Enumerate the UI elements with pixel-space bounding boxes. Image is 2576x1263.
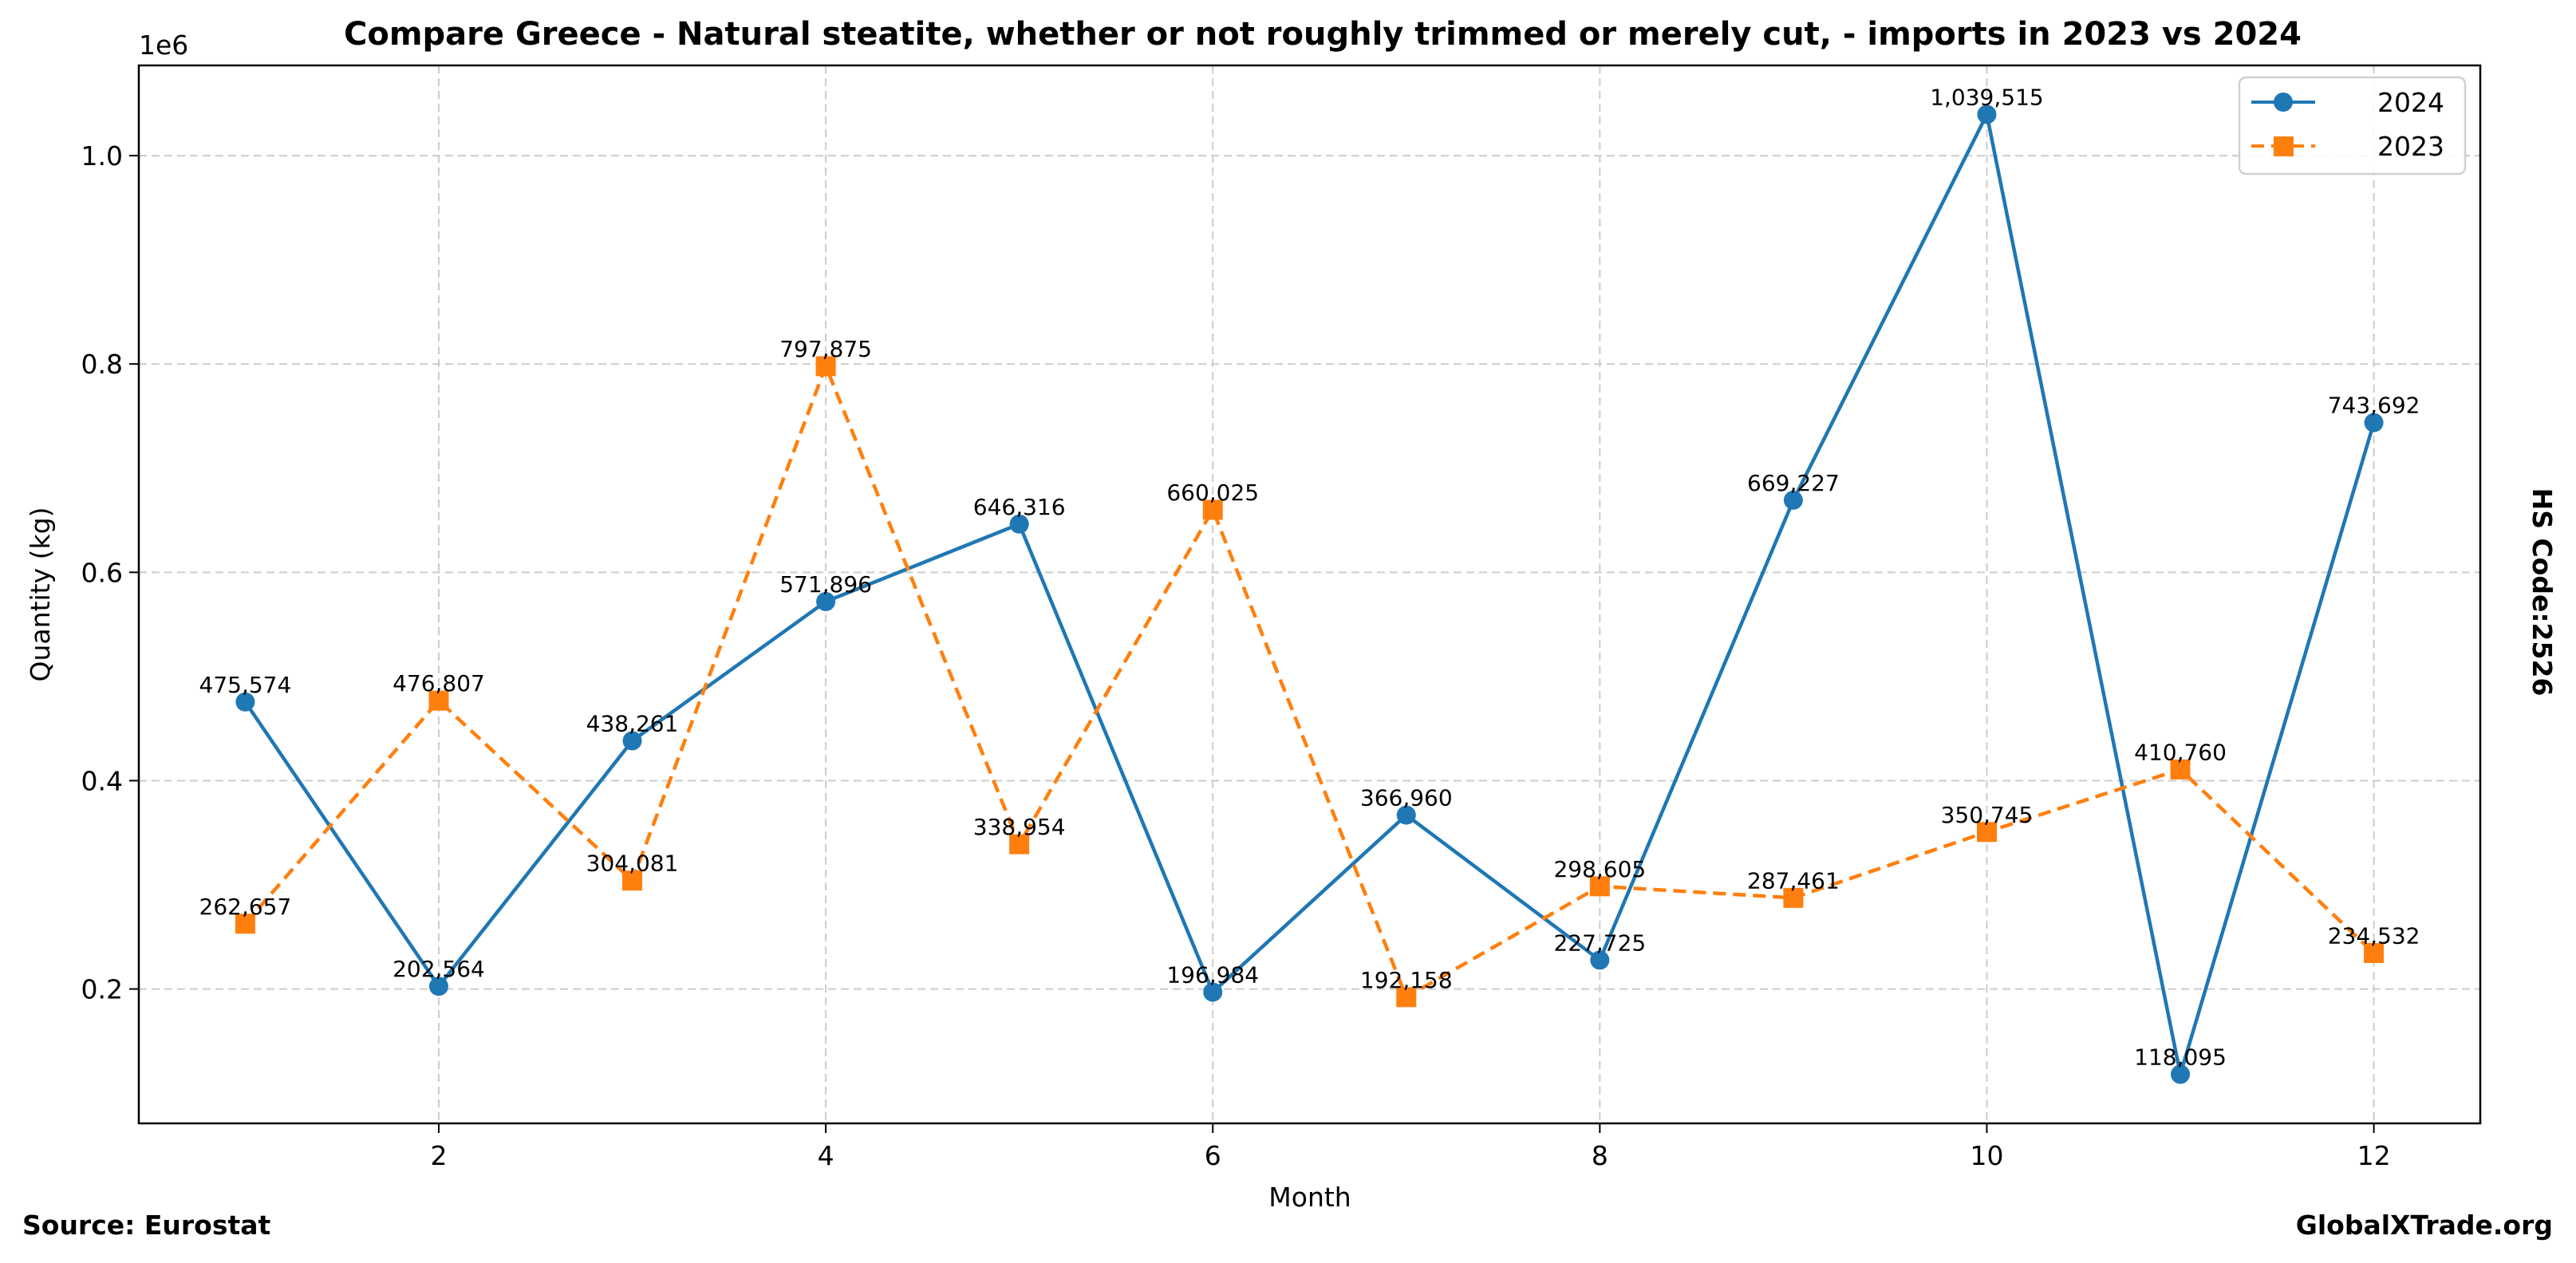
x-tick-label: 4 bbox=[818, 1140, 834, 1171]
y-axis: 0.2 0.4 0.6 0.8 1.0 bbox=[81, 140, 139, 1005]
data-label-2024: 118,095 bbox=[2134, 1044, 2227, 1071]
x-tick-label: 2 bbox=[430, 1140, 447, 1171]
data-label-2024: 196,984 bbox=[1166, 962, 1259, 989]
legend-marker-2024 bbox=[2274, 93, 2293, 112]
data-point-2023 bbox=[428, 690, 449, 711]
data-point-2024 bbox=[1009, 514, 1029, 534]
data-label-2023: 262,657 bbox=[199, 894, 292, 920]
data-point-2024 bbox=[1396, 805, 1416, 825]
data-point-2024 bbox=[1203, 982, 1223, 1002]
legend-marker-2023 bbox=[2274, 136, 2294, 156]
x-axis-label: Month bbox=[1268, 1182, 1351, 1213]
data-point-2023 bbox=[1976, 822, 1997, 843]
x-tick-label: 12 bbox=[2357, 1140, 2391, 1171]
legend-label-2024: 2024 bbox=[2377, 87, 2444, 118]
data-label-2023: 287,461 bbox=[1747, 867, 1840, 894]
chart-title: Compare Greece - Natural steatite, wheth… bbox=[344, 16, 2302, 53]
data-label-2024: 438,261 bbox=[586, 710, 679, 736]
data-point-2023 bbox=[1589, 876, 1610, 897]
data-label-2024: 227,725 bbox=[1553, 929, 1646, 956]
data-label-2024: 646,316 bbox=[973, 494, 1066, 520]
data-point-2024 bbox=[2364, 412, 2384, 432]
source-label: Source: Eurostat bbox=[22, 1210, 271, 1241]
y-tick-label: 0.4 bbox=[81, 765, 123, 796]
data-point-2024 bbox=[1977, 105, 1997, 124]
data-label-2024: 475,574 bbox=[199, 672, 292, 698]
y-axis-label: Quantity (kg) bbox=[25, 507, 56, 682]
data-point-2023 bbox=[1202, 499, 1223, 520]
data-label-2023: 476,807 bbox=[393, 670, 485, 697]
data-point-2023 bbox=[622, 870, 643, 891]
data-label-2024: 202,564 bbox=[393, 956, 485, 982]
data-point-2024 bbox=[1783, 490, 1803, 510]
data-point-2023 bbox=[2364, 942, 2385, 963]
data-label-2023: 660,025 bbox=[1166, 480, 1259, 506]
data-label-2024: 366,960 bbox=[1360, 785, 1453, 811]
plot-frame bbox=[137, 64, 2482, 1125]
data-point-2023 bbox=[1009, 834, 1030, 854]
y-tick-label: 0.8 bbox=[81, 349, 123, 380]
data-label-2023: 304,081 bbox=[586, 851, 679, 877]
data-label-2023: 338,954 bbox=[973, 814, 1066, 840]
data-point-2024 bbox=[2171, 1064, 2191, 1084]
data-label-2024: 669,227 bbox=[1747, 470, 1840, 496]
y-tick-label: 1.0 bbox=[81, 140, 123, 172]
data-label-2023: 234,532 bbox=[2328, 922, 2420, 949]
y-tick-label: 0.2 bbox=[81, 974, 123, 1005]
hs-code-label: HS Code:2526 bbox=[2527, 488, 2558, 697]
x-tick-label: 8 bbox=[1592, 1140, 1608, 1171]
data-point-2024 bbox=[816, 592, 836, 612]
data-point-2023 bbox=[815, 356, 836, 377]
data-point-2023 bbox=[235, 914, 255, 934]
data-label-2023: 410,760 bbox=[2134, 739, 2227, 765]
data-point-2024 bbox=[235, 692, 255, 712]
legend: 2024 2023 bbox=[2238, 76, 2467, 176]
data-label-2023: 350,745 bbox=[1941, 802, 2034, 828]
x-axis: 2 4 6 8 10 12 bbox=[430, 1123, 2391, 1171]
data-label-2023: 797,875 bbox=[779, 336, 872, 362]
brand-label: GlobalXTrade.org bbox=[2296, 1210, 2553, 1241]
data-point-2023 bbox=[1396, 987, 1417, 1008]
data-label-2024: 1,039,515 bbox=[1930, 84, 2044, 110]
y-offset-label: 1e6 bbox=[139, 30, 188, 61]
data-point-2023 bbox=[1783, 887, 1804, 908]
data-label-2024: 571,896 bbox=[779, 571, 872, 598]
data-point-2023 bbox=[2170, 759, 2191, 780]
data-label-2023: 298,605 bbox=[1553, 856, 1646, 882]
data-point-2024 bbox=[622, 731, 642, 751]
data-point-2024 bbox=[1590, 950, 1610, 970]
data-label-2024: 743,692 bbox=[2328, 393, 2420, 419]
data-label-2023: 192,158 bbox=[1360, 967, 1453, 993]
series-line-2024 bbox=[243, 112, 2376, 1076]
legend-label-2023: 2023 bbox=[2377, 131, 2444, 162]
x-tick-label: 6 bbox=[1205, 1140, 1221, 1171]
y-tick-label: 0.6 bbox=[81, 557, 123, 588]
x-tick-label: 10 bbox=[1970, 1140, 2003, 1171]
data-labels-layer: 475,574 202,564 438,261 571,896 646,316 196,9… bbox=[199, 84, 2420, 1070]
series-layer bbox=[235, 105, 2385, 1084]
data-point-2024 bbox=[428, 977, 448, 997]
